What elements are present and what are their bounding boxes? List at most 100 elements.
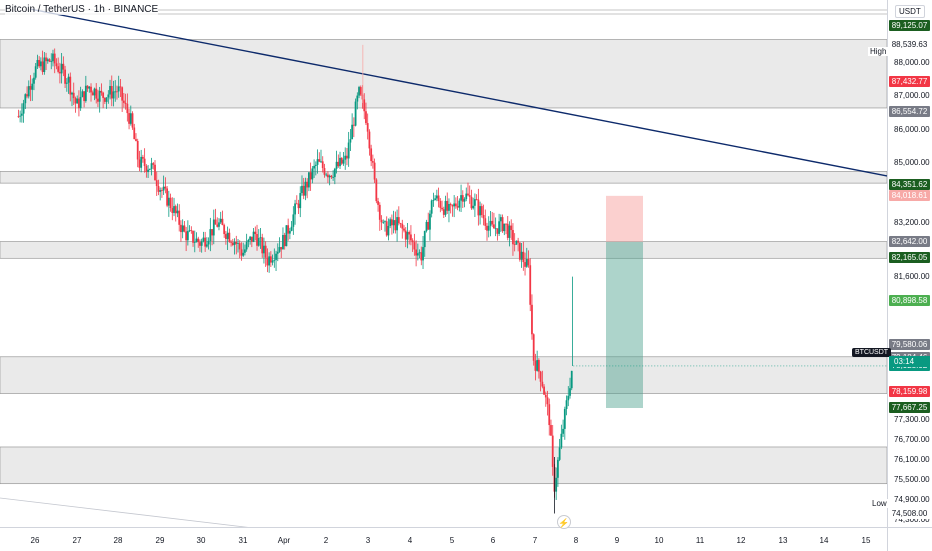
candle-body-94: [180, 224, 182, 233]
candle-body-102: [193, 242, 196, 243]
time-tick: 27: [72, 536, 82, 545]
candle-body-160: [294, 203, 296, 215]
candle-body-127: [237, 243, 239, 244]
candle-body-204: [370, 148, 373, 162]
candle-body-314: [560, 433, 563, 448]
candle-body-125: [233, 241, 236, 245]
time-axis[interactable]: 26 27 28 29 30 31 Apr 2 3 4 5 6 7 8 9 10 11 12 13 14 15: [0, 527, 887, 551]
price-chart[interactable]: [0, 0, 887, 527]
candle-body-302: [539, 371, 542, 382]
currency-label[interactable]: USDT: [895, 5, 925, 18]
candle-body-68: [135, 139, 137, 141]
chart-area[interactable]: Bitcoin / TetherUS · 1h · BINANCE: [0, 0, 887, 527]
price-badge: 78,159.98: [889, 386, 930, 398]
candle-body-47: [98, 90, 101, 102]
zone-rect-1: [0, 171, 887, 184]
candle-body-166: [304, 181, 307, 196]
candle-body-315: [562, 428, 564, 434]
candle-body-261: [468, 195, 471, 197]
candle-body-190: [346, 155, 348, 159]
candle-body-24: [59, 71, 61, 74]
price-badge: 80,898.58: [889, 294, 930, 306]
candle-body-238: [429, 213, 431, 230]
candle-body-112: [211, 229, 213, 236]
candle-body-99: [188, 230, 191, 232]
candle-body-271: [486, 225, 488, 231]
candle-body-283: [506, 223, 509, 238]
candle-body-205: [371, 161, 374, 163]
symbol-title[interactable]: Bitcoin / TetherUS · 1h · BINANCE: [5, 4, 159, 15]
candle-body-281: [503, 223, 506, 232]
zone-rect-4: [0, 446, 887, 485]
candle-body-122: [228, 232, 231, 242]
candle-body-215: [389, 219, 392, 226]
price-badge: 86,554.72: [889, 105, 930, 117]
candle-body-188: [342, 159, 345, 164]
price-axis[interactable]: [887, 0, 932, 527]
time-tick: 4: [407, 536, 413, 545]
candle-body-72: [142, 156, 144, 159]
candle-body-108: [204, 237, 207, 247]
lightning-icon[interactable]: ⚡: [557, 515, 571, 529]
candle-body-81: [157, 186, 160, 192]
time-tick: 5: [449, 536, 455, 545]
price-tick: 86,000.00: [894, 124, 930, 134]
time-tick: 9: [614, 536, 620, 545]
candle-body-303: [541, 381, 544, 387]
candle-body-64: [128, 113, 130, 124]
candle-body-116: [218, 222, 220, 227]
candle-body-273: [489, 220, 492, 226]
candle-body-287: [513, 244, 516, 246]
price-badge: 87,432.77: [889, 76, 930, 88]
time-tick: 10: [654, 536, 664, 545]
candle-body-230: [415, 249, 418, 256]
time-tick: 11: [695, 536, 705, 545]
candle-body-140: [259, 237, 262, 239]
candle-body-120: [225, 234, 227, 239]
candle-body-25: [60, 63, 63, 74]
candle-body-217: [392, 220, 395, 226]
candle-body-29: [67, 76, 70, 83]
lower-trendline: [0, 497, 249, 527]
candle-body-110: [207, 240, 210, 245]
candle-body-84: [162, 186, 165, 191]
candle-body-284: [508, 225, 511, 238]
candle-body-70: [138, 159, 141, 168]
time-tick: 29: [155, 536, 165, 545]
candle-body-250: [449, 203, 452, 206]
candle-body-62: [124, 102, 127, 104]
candle-body-206: [373, 162, 376, 180]
position-stop-box: [606, 195, 643, 242]
candle-body-245: [441, 207, 443, 210]
candle-body-165: [302, 185, 305, 196]
candle-body-203: [368, 131, 371, 149]
candle-body-300: [536, 360, 539, 371]
candle-body-88: [169, 197, 172, 209]
candle-body-145: [268, 256, 271, 266]
candle-body-210: [380, 219, 383, 223]
candle-body-129: [240, 249, 243, 256]
candle-body-8: [31, 83, 34, 90]
candle-body-299: [534, 360, 537, 371]
price-badge: 79,580.06: [889, 338, 930, 350]
candle-body-157: [288, 230, 291, 234]
candle-body-312: [557, 459, 559, 478]
candle-body-225: [406, 231, 409, 240]
price-tick: 75,500.00: [894, 475, 930, 485]
candle-body-264: [474, 199, 476, 206]
candle-body-50: [103, 97, 106, 102]
candle-body-37: [81, 91, 84, 97]
candle-body-75: [147, 169, 149, 173]
price-badge: 84,018.61: [889, 190, 930, 202]
candle-body-92: [176, 210, 179, 214]
candle-body-155: [285, 225, 288, 247]
candle-body-298: [532, 334, 535, 361]
candle-body-220: [397, 217, 400, 224]
candle-body-320: [570, 370, 573, 389]
candle-body-268: [480, 206, 483, 215]
candle-body-219: [396, 217, 398, 231]
candle-body-316: [563, 408, 566, 429]
candle-body-118: [221, 218, 224, 226]
candle-body-149: [275, 253, 277, 260]
candle-body-48: [100, 90, 103, 93]
